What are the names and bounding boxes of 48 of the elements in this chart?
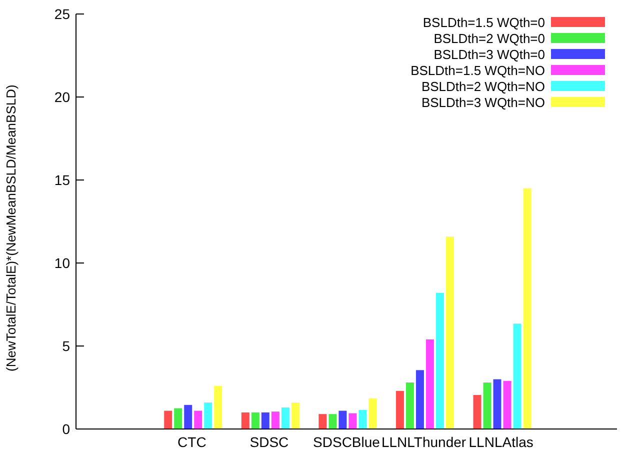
bar (184, 404, 192, 429)
bar (406, 382, 414, 429)
legend-label: BSLDth=1.5 WQth=0 (422, 14, 545, 30)
bar (436, 292, 444, 429)
x-tick-label: LLNLThunder (381, 434, 466, 450)
legend-label: BSLDth=3 WQth=NO (421, 94, 545, 110)
y-tick-label: 0 (62, 420, 70, 437)
bar (194, 410, 202, 429)
x-tick-label: SDSC (250, 434, 289, 450)
bar (446, 236, 454, 429)
bar (426, 339, 434, 429)
bar (164, 410, 172, 429)
bar (174, 408, 182, 429)
bar (473, 394, 482, 429)
y-tick-label: 5 (62, 338, 70, 354)
bar (358, 410, 367, 429)
legend-label: BSLDth=1.5 WQth=NO (410, 62, 545, 78)
bar (291, 402, 300, 429)
bar (251, 412, 260, 429)
y-tick-label: 25 (54, 6, 70, 22)
bar (348, 413, 357, 429)
bar (483, 382, 492, 429)
x-tick-label: SDSCBlue (313, 434, 380, 450)
bar (271, 412, 280, 429)
legend-label: BSLDth=3 WQth=0 (434, 46, 545, 62)
bar (368, 398, 377, 429)
y-tick-label: 15 (54, 172, 70, 188)
bar (214, 386, 222, 429)
bar (328, 414, 337, 429)
y-tick-label: 20 (54, 88, 70, 105)
bar (416, 370, 424, 429)
bar (204, 402, 212, 429)
bar (503, 380, 512, 429)
bar (281, 407, 290, 429)
bar (523, 188, 532, 429)
legend-label: BSLDth=2 WQth=0 (434, 30, 545, 46)
bar (338, 410, 347, 429)
bar (241, 412, 250, 429)
bar (261, 412, 270, 429)
bar (318, 414, 327, 429)
y-axis-title: (NewTotalE/TotalE)*(NewMeanBSLD/MeanBSLD) (4, 84, 19, 372)
bar (493, 379, 502, 429)
legend-label: BSLDth=2 WQth=NO (421, 78, 545, 94)
y-tick-label: 10 (54, 254, 70, 271)
x-tick-label: CTC (178, 434, 206, 450)
bar (396, 390, 404, 429)
x-tick-label: LLNLAtlas (468, 434, 534, 450)
bar (513, 324, 522, 429)
